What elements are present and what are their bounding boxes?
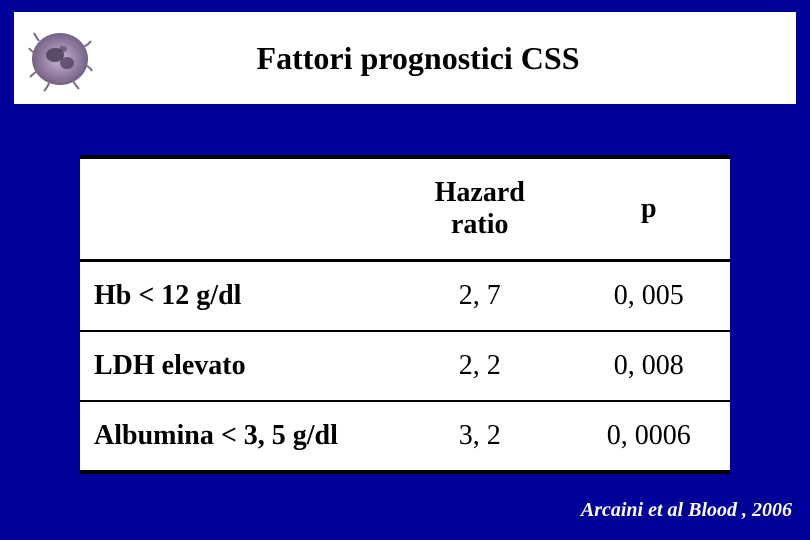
title-bar: Fattori prognostici CSS	[14, 12, 796, 104]
row-label: Albumina < 3, 5 g/dl	[80, 401, 392, 472]
row-label: LDH elevato	[80, 331, 392, 401]
row-p-value: 0, 005	[568, 261, 731, 332]
table-header-p: p	[568, 157, 731, 261]
table-header-blank	[80, 157, 392, 261]
row-label: Hb < 12 g/dl	[80, 261, 392, 332]
row-p-value: 0, 008	[568, 331, 731, 401]
row-hr-value: 2, 2	[392, 331, 568, 401]
table-header-row: Hazard ratio p	[80, 157, 730, 261]
prognostic-factors-table: Hazard ratio p Hb < 12 g/dl 2, 7 0, 005 …	[80, 155, 730, 474]
table-header-hazard-ratio: Hazard ratio	[392, 157, 568, 261]
table-row: LDH elevato 2, 2 0, 008	[80, 331, 730, 401]
citation-text: Arcaini et al Blood , 2006	[581, 499, 792, 522]
cell-microscopy-icon	[20, 18, 100, 98]
slide-title: Fattori prognostici CSS	[100, 40, 796, 77]
row-hr-value: 3, 2	[392, 401, 568, 472]
row-hr-value: 2, 7	[392, 261, 568, 332]
table-row: Albumina < 3, 5 g/dl 3, 2 0, 0006	[80, 401, 730, 472]
row-p-value: 0, 0006	[568, 401, 731, 472]
table-row: Hb < 12 g/dl 2, 7 0, 005	[80, 261, 730, 332]
